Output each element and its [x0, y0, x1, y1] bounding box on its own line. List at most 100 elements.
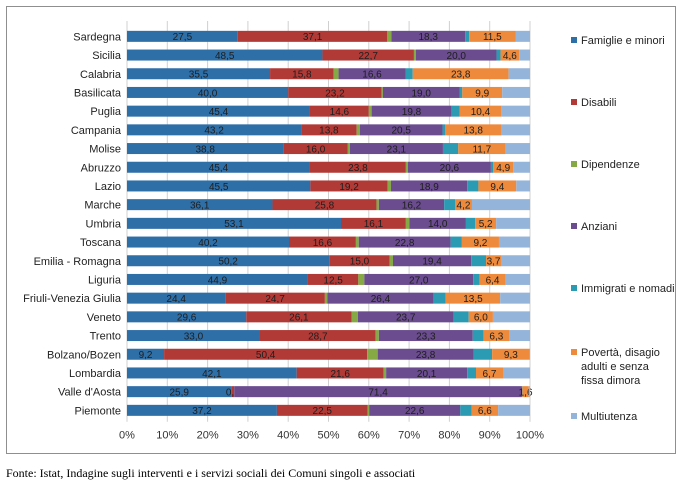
- data-label: 20,1: [417, 369, 437, 380]
- data-label: 40,2: [198, 238, 218, 249]
- bar-immigrati-e-nomadi: [444, 199, 456, 211]
- bar-povert-disagio-adulti-e-senza-fissa-dimora: [458, 143, 506, 155]
- bar-disabili: [310, 180, 388, 192]
- bar-disabili: [329, 255, 390, 267]
- legend-label-immigrati-e-nomadi: Immigrati e nomadi: [581, 283, 675, 295]
- category-label: Umbria: [86, 218, 122, 230]
- category-label: Liguria: [88, 274, 122, 286]
- bar-dipendenze: [347, 143, 350, 155]
- data-label: 12,5: [323, 275, 343, 286]
- legend-swatch-povert-disagio-adulti-e-senza-fissa-dimora: [571, 349, 577, 355]
- bar-immigrati-e-nomadi: [442, 143, 459, 155]
- bar-dipendenze: [387, 180, 391, 192]
- bar-anziani: [359, 124, 443, 136]
- bar-immigrati-e-nomadi: [451, 105, 460, 117]
- bar-immigrati-e-nomadi: [471, 255, 487, 267]
- data-label: 15,8: [292, 70, 312, 81]
- x-tick-label: 20%: [197, 430, 219, 442]
- bar-famiglie-e-minori: [127, 236, 290, 248]
- data-label: 16,0: [306, 144, 326, 155]
- bar-dipendenze: [367, 404, 370, 416]
- data-label: 19,4: [422, 257, 442, 268]
- category-label: Bolzano/Bozen: [47, 349, 121, 361]
- stacked-bar-chart: 27,5 37,1 18,3 11,5 48,5 22,7 20,0 4,6 35,5 15,8 1…: [23, 21, 675, 442]
- category-label: Lazio: [95, 181, 121, 193]
- legend-swatch-immigrati-e-nomadi: [571, 285, 577, 291]
- bar-disabili: [289, 236, 356, 248]
- data-label: 18,9: [419, 182, 439, 193]
- data-label: 4,2: [457, 200, 471, 211]
- bar-dipendenze: [389, 255, 393, 267]
- bar-dipendenze: [351, 311, 358, 323]
- x-tick-label: 10%: [156, 430, 178, 442]
- bar-disabili: [288, 86, 382, 98]
- data-label: 23,3: [416, 331, 436, 342]
- data-label: 27,0: [409, 275, 429, 286]
- bar-anziani: [378, 330, 473, 342]
- data-label: 35,5: [189, 70, 209, 81]
- data-label: 9,2: [139, 350, 153, 361]
- bar-dipendenze: [376, 199, 379, 211]
- bar-povert-disagio-adulti-e-senza-fissa-dimora: [475, 217, 497, 229]
- bar-anziani: [338, 68, 406, 80]
- bar-immigrati-e-nomadi: [473, 273, 480, 285]
- bar-povert-disagio-adulti-e-senza-fissa-dimora: [459, 105, 502, 117]
- bar-immigrati-e-nomadi: [433, 292, 446, 304]
- category-label: Emilia - Romagna: [34, 256, 122, 268]
- bar-disabili: [340, 217, 406, 229]
- data-label: 4,9: [496, 163, 510, 174]
- bar-povert-disagio-adulti-e-senza-fissa-dimora: [462, 86, 503, 98]
- bar-anziani: [390, 180, 468, 192]
- bar-povert-disagio-adulti-e-senza-fissa-dimora: [478, 180, 517, 192]
- chart-frame: 27,5 37,1 18,3 11,5 48,5 22,7 20,0 4,6 35,5 15,8 1…: [6, 6, 676, 454]
- bar-povert-disagio-adulti-e-senza-fissa-dimora: [455, 199, 472, 211]
- bar-immigrati-e-nomadi: [405, 68, 413, 80]
- bar-multiutenza: [528, 386, 530, 398]
- category-label: Sicilia: [92, 50, 122, 62]
- bar-dipendenze: [405, 161, 408, 173]
- bar-multiutenza: [498, 236, 530, 248]
- data-label: 19,0: [411, 88, 431, 99]
- bar-anziani: [357, 311, 454, 323]
- bar-anziani: [382, 86, 460, 98]
- bar-anziani: [327, 292, 434, 304]
- bar-famiglie-e-minori: [127, 143, 284, 155]
- bar-immigrati-e-nomadi: [459, 86, 463, 98]
- data-label: 28,7: [308, 331, 328, 342]
- x-tick-label: 40%: [277, 430, 299, 442]
- data-label: 50,2: [218, 257, 238, 268]
- bar-famiglie-e-minori: [127, 68, 271, 80]
- data-label: 9,4: [490, 182, 504, 193]
- bar-dipendenze: [356, 124, 360, 136]
- bar-famiglie-e-minori: [127, 386, 232, 398]
- legend-label-povert-disagio-adulti-e-senza-fissa-dimora: Povertà, disagio adulti e senza fissa dimo…: [581, 347, 660, 387]
- bar-povert-disagio-adulti-e-senza-fissa-dimora: [461, 236, 499, 248]
- data-label: 19,2: [339, 182, 359, 193]
- bar-famiglie-e-minori: [127, 180, 311, 192]
- bar-dipendenze: [368, 105, 372, 117]
- data-label: 6,0: [474, 313, 488, 324]
- bar-dipendenze: [375, 330, 379, 342]
- category-label: Trento: [90, 331, 121, 343]
- data-label: 9,3: [504, 350, 518, 361]
- x-tick-label: 30%: [237, 430, 259, 442]
- bar-disabili: [309, 161, 406, 173]
- bar-multiutenza: [515, 30, 530, 42]
- bar-disabili: [164, 348, 368, 360]
- bar-povert-disagio-adulti-e-senza-fissa-dimora: [500, 49, 520, 61]
- bar-povert-disagio-adulti-e-senza-fissa-dimora: [475, 367, 503, 379]
- data-label: 29,6: [177, 313, 197, 324]
- data-label: 18,3: [419, 32, 439, 43]
- data-label: 20,0: [447, 51, 467, 62]
- data-label: 16,1: [364, 219, 384, 230]
- bar-disabili: [322, 49, 414, 61]
- bar-famiglie-e-minori: [127, 255, 330, 267]
- bar-disabili: [309, 105, 369, 117]
- data-label: 33,0: [184, 331, 204, 342]
- data-label: 50,4: [256, 350, 276, 361]
- data-label: 10,4: [471, 107, 491, 118]
- category-label: Lombardia: [69, 368, 122, 380]
- bar-multiutenza: [516, 180, 530, 192]
- bar-multiutenza: [492, 311, 530, 323]
- data-label: 26,4: [371, 294, 391, 305]
